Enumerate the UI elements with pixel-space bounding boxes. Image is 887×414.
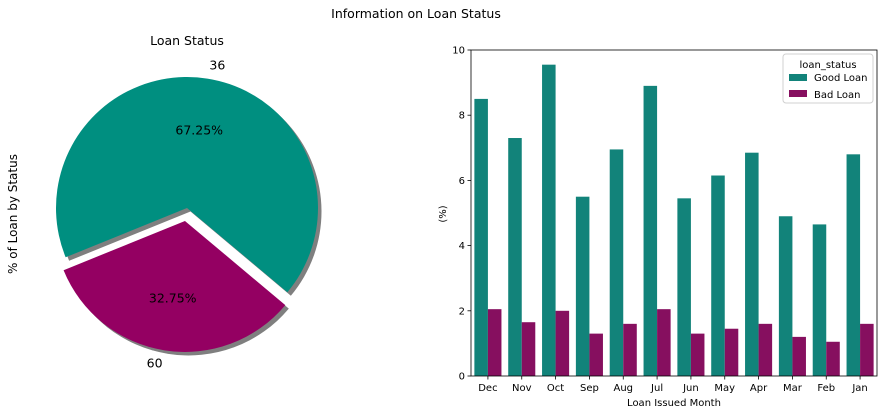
bar-chart: 0 2 4 6 8 10 Dec Nov Oct Sep Aug Jul Jun May Apr Mar Feb…	[438, 46, 878, 409]
x-tick-label-jul: Jul	[650, 383, 663, 394]
x-tick-label-aug: Aug	[613, 383, 633, 394]
bar-bad-loan-apr	[758, 323, 773, 376]
x-tick-label-may: May	[714, 383, 735, 394]
pie-slices	[56, 77, 319, 352]
bar-good-loan-oct	[542, 64, 556, 377]
legend-title: loan_status	[799, 60, 856, 71]
x-tick-label-jun: Jun	[682, 383, 699, 394]
bar-marks	[474, 64, 874, 377]
pie-pct-label-60: 32.75%	[149, 291, 197, 306]
bar-good-loan-jun	[677, 198, 691, 376]
legend-label-good-loan: Good Loan	[814, 73, 868, 84]
y-tick-label: 4	[459, 241, 465, 252]
y-tick-label: 0	[459, 372, 465, 383]
pie-label-60: 60	[147, 355, 163, 370]
bar-good-loan-feb	[812, 224, 827, 376]
x-tick-label-nov: Nov	[512, 383, 532, 394]
pie-ylabel: % of Loan by Status	[6, 154, 20, 274]
bar-bad-loan-may	[724, 328, 739, 376]
y-tick-label: 8	[459, 111, 465, 122]
pie-label-36: 36	[209, 58, 225, 73]
bar-bad-loan-mar	[792, 336, 806, 376]
pie-chart: Loan Status % of Loan by Status 36 67.25%…	[6, 33, 322, 370]
y-tick-label: 2	[459, 306, 465, 317]
x-tick-label-jan: Jan	[851, 383, 867, 394]
bar-ylabel: (%)	[438, 205, 449, 222]
pie-title: Loan Status	[150, 33, 224, 48]
bar-good-loan-dec	[474, 98, 488, 377]
x-tick-label-oct: Oct	[547, 383, 564, 394]
bar-good-loan-apr	[745, 152, 759, 376]
bar-good-loan-sep	[575, 196, 590, 376]
legend: loan_status Good Loan Bad Loan	[782, 53, 874, 104]
figure-title: Information on Loan Status	[331, 6, 501, 21]
x-tick-label-sep: Sep	[580, 383, 599, 394]
legend-swatch-good-loan	[789, 74, 807, 81]
bar-bad-loan-sep	[589, 333, 603, 376]
bar-good-loan-aug	[609, 149, 624, 376]
bar-bad-loan-jun	[690, 333, 705, 376]
bar-good-loan-nov	[508, 138, 522, 376]
legend-swatch-bad-loan	[789, 90, 807, 97]
pie-pct-label-36: 67.25%	[175, 122, 223, 137]
bar-bad-loan-jul	[657, 309, 671, 376]
bar-bad-loan-feb	[826, 341, 840, 376]
bar-bad-loan-nov	[521, 322, 536, 376]
pie-slice-60	[63, 220, 286, 352]
bar-bad-loan-dec	[487, 309, 502, 376]
y-tick-label: 6	[459, 176, 465, 187]
bar-plot-frame	[470, 49, 878, 377]
x-tick-label-apr: Apr	[750, 383, 768, 394]
bar-bad-loan-oct	[555, 310, 570, 376]
bar-good-loan-jan	[846, 154, 861, 376]
bar-good-loan-may	[711, 175, 725, 376]
x-tick-label-dec: Dec	[478, 383, 497, 394]
bar-axes: 0 2 4 6 8 10 Dec Nov Oct Sep Aug Jul Jun May Apr Mar Feb…	[452, 46, 878, 394]
legend-label-bad-loan: Bad Loan	[814, 90, 861, 101]
bar-bad-loan-jan	[860, 323, 874, 376]
bar-good-loan-mar	[778, 216, 793, 376]
pie-slice-36	[56, 77, 319, 293]
x-tick-label-mar: Mar	[783, 383, 803, 394]
bar-xlabel: Loan Issued Month	[627, 398, 721, 409]
x-tick-label-feb: Feb	[817, 383, 835, 394]
y-tick-label: 10	[452, 46, 465, 57]
bar-good-loan-jul	[643, 85, 658, 377]
pie-labels: 36 67.25% 60 32.75%	[147, 58, 226, 371]
bar-bad-loan-aug	[623, 323, 637, 376]
